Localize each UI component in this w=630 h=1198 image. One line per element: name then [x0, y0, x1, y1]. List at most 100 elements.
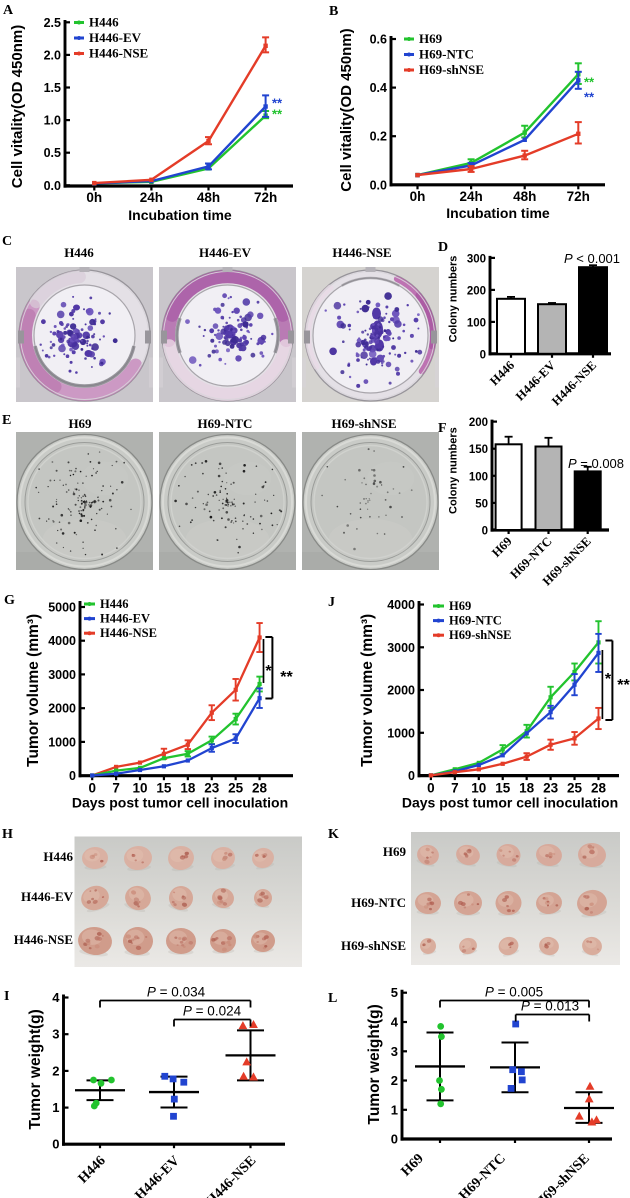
svg-text:3: 3 — [391, 1044, 398, 1059]
svg-text:23: 23 — [543, 781, 559, 796]
svg-text:A: A — [3, 3, 14, 18]
svg-text:H69-NTC: H69-NTC — [351, 895, 406, 910]
svg-text:0: 0 — [52, 1137, 59, 1152]
svg-text:H446: H446 — [487, 358, 517, 388]
svg-text:H446-NSE: H446-NSE — [14, 932, 73, 947]
svg-text:0.6: 0.6 — [370, 33, 387, 47]
svg-text:B: B — [329, 4, 338, 19]
svg-text:L: L — [328, 991, 337, 1006]
svg-text:Colony numbers: Colony numbers — [448, 256, 460, 343]
svg-text:H69-NTC: H69-NTC — [449, 614, 502, 628]
svg-text:*: * — [265, 663, 272, 680]
svg-text:H446-EV: H446-EV — [89, 30, 142, 45]
svg-text:18: 18 — [519, 781, 535, 796]
svg-text:2: 2 — [52, 1063, 59, 1078]
svg-text:4000: 4000 — [387, 598, 415, 612]
svg-text:48h: 48h — [513, 189, 536, 204]
svg-text:H69: H69 — [419, 31, 443, 46]
svg-text:15: 15 — [495, 781, 511, 796]
svg-text:H69-NTC: H69-NTC — [456, 1151, 508, 1198]
svg-text:0.0: 0.0 — [44, 179, 61, 193]
svg-text:H69: H69 — [399, 1151, 427, 1179]
svg-text:24h: 24h — [459, 189, 482, 204]
svg-text:100: 100 — [467, 317, 486, 329]
svg-text:P < 0.001: P < 0.001 — [564, 251, 620, 266]
svg-text:3000: 3000 — [48, 668, 76, 682]
svg-text:H446: H446 — [64, 245, 94, 260]
svg-text:200: 200 — [469, 417, 488, 429]
svg-text:0.2: 0.2 — [370, 130, 387, 144]
svg-text:Tumor volume (mm³): Tumor volume (mm³) — [25, 614, 42, 767]
svg-text:1: 1 — [391, 1102, 398, 1117]
svg-text:H446-EV: H446-EV — [100, 612, 150, 626]
svg-text:100: 100 — [469, 471, 488, 483]
svg-text:P = 0.024: P = 0.024 — [183, 1004, 242, 1019]
svg-text:2.5: 2.5 — [44, 16, 61, 30]
svg-text:D: D — [438, 240, 448, 255]
svg-text:28: 28 — [252, 781, 268, 796]
svg-text:0h: 0h — [410, 189, 426, 204]
svg-text:0: 0 — [408, 769, 415, 783]
svg-text:H69: H69 — [68, 416, 92, 431]
svg-text:H446-NSE: H446-NSE — [100, 626, 157, 640]
svg-text:5000: 5000 — [48, 601, 76, 615]
svg-text:H446-NSE: H446-NSE — [89, 46, 148, 61]
svg-text:F: F — [438, 421, 447, 436]
svg-text:0: 0 — [88, 781, 96, 796]
svg-text:P = 0.005: P = 0.005 — [485, 985, 543, 1000]
svg-text:H446: H446 — [100, 597, 128, 611]
svg-text:150: 150 — [469, 444, 488, 456]
svg-text:Incubation time: Incubation time — [128, 207, 232, 223]
svg-text:H69-shNSE: H69-shNSE — [533, 1151, 593, 1198]
svg-text:2: 2 — [391, 1073, 398, 1088]
svg-text:K: K — [328, 827, 339, 842]
svg-text:H446-NSE: H446-NSE — [332, 245, 391, 260]
svg-text:H69-shNSE: H69-shNSE — [331, 416, 396, 431]
svg-text:H446: H446 — [43, 849, 73, 864]
svg-text:J: J — [328, 595, 335, 610]
svg-text:50: 50 — [475, 498, 488, 510]
svg-text:**: ** — [280, 669, 293, 686]
svg-text:1: 1 — [52, 1100, 59, 1115]
svg-text:72h: 72h — [567, 189, 590, 204]
svg-text:Tumor volume (mm³): Tumor volume (mm³) — [359, 614, 376, 767]
svg-text:3000: 3000 — [387, 641, 415, 655]
svg-text:H69: H69 — [449, 599, 471, 613]
svg-text:H446-NSE: H446-NSE — [549, 358, 599, 408]
svg-text:10: 10 — [471, 781, 486, 796]
svg-text:3: 3 — [52, 1027, 59, 1042]
svg-text:1000: 1000 — [48, 735, 76, 749]
svg-text:1.5: 1.5 — [44, 81, 61, 95]
svg-text:4000: 4000 — [48, 634, 76, 648]
svg-text:H69-NTC: H69-NTC — [419, 47, 474, 62]
svg-text:0: 0 — [427, 781, 435, 796]
svg-text:H446-EV: H446-EV — [199, 245, 252, 260]
svg-text:2000: 2000 — [48, 702, 76, 716]
svg-text:**: ** — [584, 90, 595, 105]
svg-text:P = 0.013: P = 0.013 — [521, 999, 579, 1014]
svg-text:25: 25 — [567, 781, 583, 796]
svg-text:H446: H446 — [76, 1153, 109, 1186]
svg-text:H69-shNSE: H69-shNSE — [449, 628, 512, 642]
svg-text:4: 4 — [391, 1015, 399, 1030]
svg-text:H446-EV: H446-EV — [133, 1153, 183, 1198]
svg-text:H: H — [2, 827, 13, 842]
svg-text:C: C — [2, 234, 12, 249]
svg-text:Incubation time: Incubation time — [446, 205, 550, 221]
svg-text:*: * — [605, 671, 612, 688]
svg-text:H69-shNSE: H69-shNSE — [341, 938, 406, 953]
svg-text:Days post tumor cell inoculati: Days post tumor cell inoculation — [72, 795, 288, 811]
svg-text:H69-shNSE: H69-shNSE — [419, 62, 484, 77]
svg-text:1.0: 1.0 — [44, 114, 61, 128]
svg-text:P = 0.008: P = 0.008 — [568, 456, 624, 471]
svg-text:1000: 1000 — [387, 726, 415, 740]
svg-text:10: 10 — [133, 781, 148, 796]
svg-text:5: 5 — [391, 985, 398, 1000]
svg-text:H69: H69 — [383, 844, 407, 859]
svg-text:H69-NTC: H69-NTC — [198, 416, 253, 431]
svg-text:2.0: 2.0 — [44, 48, 61, 62]
svg-text:0.5: 0.5 — [44, 146, 61, 160]
svg-text:0.4: 0.4 — [370, 81, 387, 95]
svg-text:H446-NSE: H446-NSE — [204, 1153, 260, 1198]
svg-text:**: ** — [272, 107, 283, 122]
